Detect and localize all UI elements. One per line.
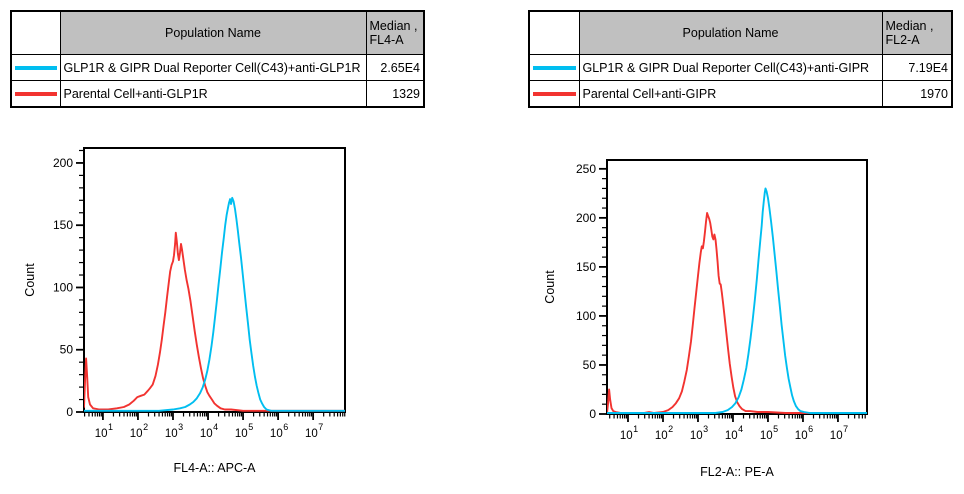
x-tick-label: 101 bbox=[620, 424, 638, 442]
plot-border bbox=[83, 147, 346, 413]
population-name-cell: GLP1R & GIPR Dual Reporter Cell(C43)+ant… bbox=[59, 54, 367, 81]
histogram-curve-dual-reporter bbox=[84, 196, 345, 412]
y-tick-label: 50 bbox=[583, 358, 597, 372]
y-tick-label: 0 bbox=[66, 405, 73, 419]
population-name-cell: GLP1R & GIPR Dual Reporter Cell(C43)+ant… bbox=[578, 54, 883, 81]
x-tick-label: 105 bbox=[235, 422, 253, 440]
y-tick-label: 100 bbox=[53, 280, 73, 294]
plot-border bbox=[606, 159, 868, 415]
flow-histogram-fl2a: 101 102 103 104 105 106 107 0 50 100 150 200 250 Coun… bbox=[520, 140, 964, 489]
x-tick-label: 105 bbox=[760, 424, 778, 442]
y-tick-label: 150 bbox=[53, 218, 73, 232]
series-color-swatch bbox=[10, 54, 61, 81]
x-tick-label: 102 bbox=[655, 424, 673, 442]
y-tick-label: 50 bbox=[60, 343, 74, 357]
population-name-cell: Parental Cell+anti-GLP1R bbox=[59, 80, 367, 108]
flow-histogram-fl4a: 101 102 103 104 105 106 107 0 50 100 150 200 Count FL… bbox=[0, 140, 470, 489]
table-header-row: Population Name Median , FL2-A bbox=[528, 10, 953, 55]
histogram-curve-dual-reporter bbox=[607, 187, 867, 414]
x-tick-label: 103 bbox=[165, 422, 183, 440]
population-name-cell: Parental Cell+anti-GIPR bbox=[578, 80, 883, 108]
median-value-cell: 7.19E4 bbox=[881, 54, 953, 81]
x-axis-label: FL4-A:: APC-A bbox=[174, 461, 257, 475]
color-line bbox=[533, 65, 576, 70]
x-tick-label: 104 bbox=[725, 424, 743, 442]
y-axis-label: Count bbox=[23, 263, 37, 297]
table-row: Parental Cell+anti-GIPR 1970 bbox=[528, 80, 953, 108]
x-axis-label: FL2-A:: PE-A bbox=[700, 465, 774, 479]
histogram-curve-parental bbox=[84, 231, 345, 412]
series-color-swatch bbox=[528, 80, 580, 108]
population-name-header: Population Name bbox=[59, 10, 367, 55]
table-header-row: Population Name Median , FL4-A bbox=[10, 10, 425, 55]
y-tick-label: 0 bbox=[589, 407, 596, 421]
histogram-svg: 101 102 103 104 105 106 107 0 50 100 150 200 250 Coun… bbox=[543, 159, 868, 479]
table-row: GLP1R & GIPR Dual Reporter Cell(C43)+ant… bbox=[528, 54, 953, 81]
legend-table-fl2a: Population Name Median , FL2-A GLP1R & G… bbox=[528, 10, 953, 108]
median-header: Median , FL4-A bbox=[365, 10, 425, 55]
median-value-cell: 1970 bbox=[881, 80, 953, 108]
x-tick-label: 107 bbox=[305, 422, 323, 440]
median-header-line1: Median , bbox=[885, 19, 934, 33]
series-color-swatch bbox=[528, 54, 580, 81]
y-tick-label: 200 bbox=[53, 156, 73, 170]
median-value-cell: 2.65E4 bbox=[365, 54, 425, 81]
x-tick-label: 102 bbox=[130, 422, 148, 440]
y-tick-label: 150 bbox=[576, 260, 596, 274]
histogram-curve-parental bbox=[607, 212, 867, 414]
histogram-svg: 101 102 103 104 105 106 107 0 50 100 150 200 Count FL… bbox=[23, 147, 346, 475]
x-tick-label: 104 bbox=[200, 422, 218, 440]
swatch-header-cell bbox=[10, 10, 61, 55]
x-tick-label: 106 bbox=[270, 422, 288, 440]
median-header: Median , FL2-A bbox=[881, 10, 953, 55]
y-tick-label: 200 bbox=[576, 211, 596, 225]
x-tick-label: 107 bbox=[830, 424, 848, 442]
y-tick-label: 100 bbox=[576, 309, 596, 323]
table-row: Parental Cell+anti-GLP1R 1329 bbox=[10, 80, 425, 108]
median-header-line2: FL2-A bbox=[885, 33, 920, 47]
median-header-line1: Median , bbox=[369, 19, 418, 33]
population-name-header: Population Name bbox=[578, 10, 883, 55]
swatch-header-cell bbox=[528, 10, 580, 55]
color-line bbox=[15, 65, 57, 70]
legend-table-fl4a: Population Name Median , FL4-A GLP1R & G… bbox=[10, 10, 425, 108]
x-tick-label: 101 bbox=[95, 422, 113, 440]
median-header-line2: FL4-A bbox=[369, 33, 404, 47]
x-tick-label: 103 bbox=[690, 424, 708, 442]
y-tick-label: 250 bbox=[576, 162, 596, 176]
median-value-cell: 1329 bbox=[365, 80, 425, 108]
x-tick-label: 106 bbox=[795, 424, 813, 442]
table-row: GLP1R & GIPR Dual Reporter Cell(C43)+ant… bbox=[10, 54, 425, 81]
color-line bbox=[15, 91, 57, 96]
y-axis-label: Count bbox=[543, 270, 557, 304]
color-line bbox=[533, 91, 576, 96]
series-color-swatch bbox=[10, 80, 61, 108]
